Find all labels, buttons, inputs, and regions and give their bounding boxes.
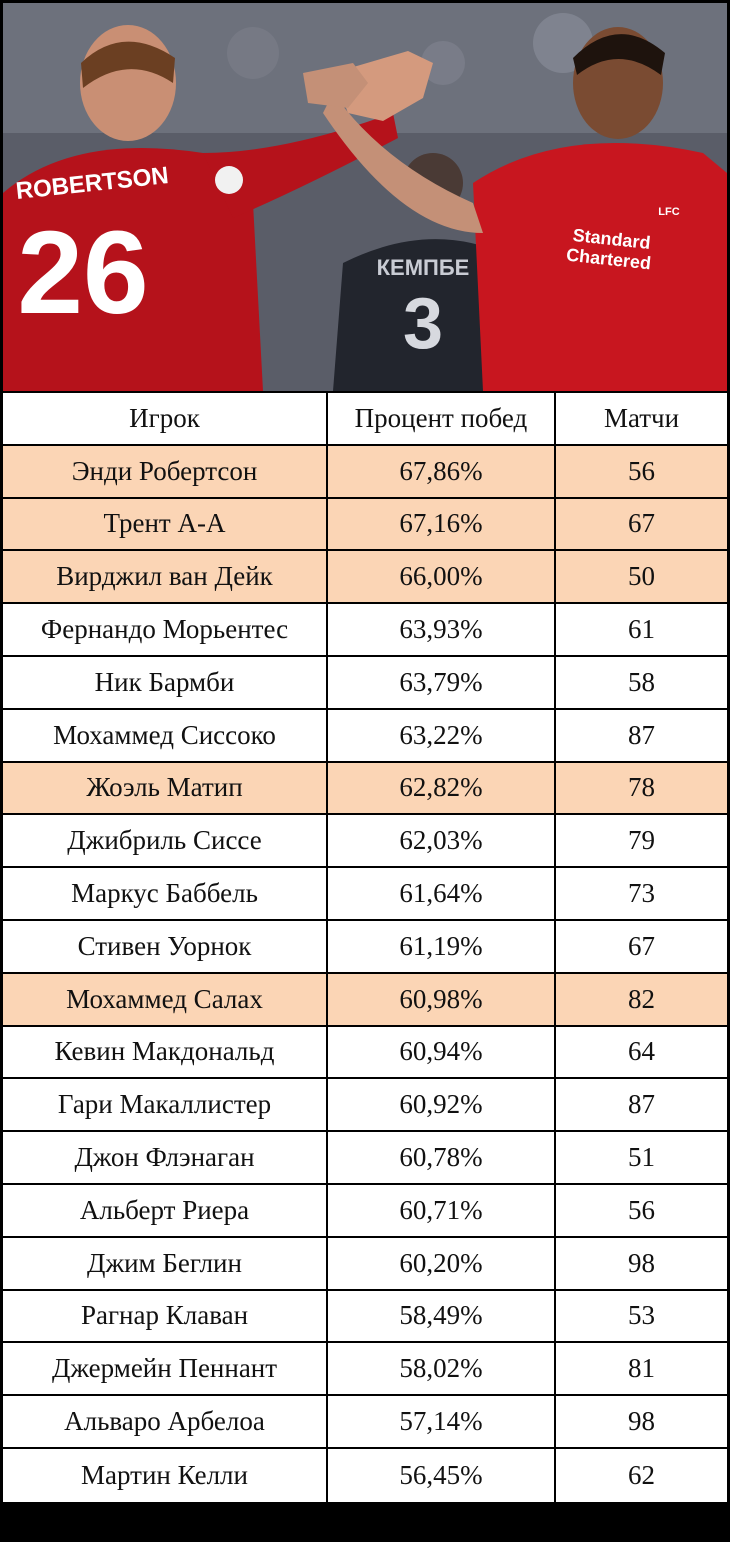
table-row: Мартин Келли 56,45% 62 — [3, 1448, 727, 1502]
table-row: Джибриль Сиссе 62,03% 79 — [3, 815, 727, 869]
table-row: Рагнар Клаван 58,49% 53 — [3, 1290, 727, 1344]
win-percentage-cell: 57,14% — [328, 1396, 556, 1447]
win-percentage-cell: 58,49% — [328, 1290, 556, 1342]
win-percentage-cell: 63,79% — [328, 656, 556, 708]
matches-cell: 56 — [556, 1184, 727, 1236]
win-percentage-cell: 60,71% — [328, 1184, 556, 1236]
header-player: Игрок — [3, 393, 328, 444]
win-percentage-cell: 60,94% — [328, 1026, 556, 1078]
win-percentage-cell: 61,64% — [328, 868, 556, 919]
player-name-cell: Мохаммед Сиссоко — [3, 709, 328, 761]
background-player: КЕМПБЕ 3 — [333, 153, 523, 391]
matches-cell: 79 — [556, 815, 727, 867]
players-high-five-illustration: КЕМПБЕ 3 ROBERTSON 26 — [3, 3, 727, 391]
win-percentage-table: Игрок Процент побед Матчи Энди Робертсон… — [3, 393, 727, 1502]
player-name-cell: Трент А-А — [3, 498, 328, 550]
table-row: Трент А-А 67,16% 67 — [3, 498, 727, 552]
matches-cell: 78 — [556, 762, 727, 814]
player-name-cell: Рагнар Клаван — [3, 1290, 328, 1342]
win-percentage-cell: 61,19% — [328, 920, 556, 972]
table-row: Гари Макаллистер 60,92% 87 — [3, 1079, 727, 1133]
table-row: Мохаммед Сиссоко 63,22% 87 — [3, 709, 727, 763]
table-row: Вирджил ван Дейк 66,00% 50 — [3, 551, 727, 605]
matches-cell: 67 — [556, 498, 727, 550]
player-name-cell: Жоэль Матип — [3, 762, 328, 814]
matches-cell: 53 — [556, 1290, 727, 1342]
matches-cell: 82 — [556, 973, 727, 1025]
player-name-cell: Мохаммед Салах — [3, 973, 328, 1025]
club-crest: LFC — [658, 206, 679, 218]
header-matches: Матчи — [556, 393, 727, 444]
win-percentage-cell: 60,78% — [328, 1132, 556, 1183]
matches-cell: 73 — [556, 868, 727, 919]
matches-cell: 87 — [556, 709, 727, 761]
player-name-cell: Гари Макаллистер — [3, 1079, 328, 1131]
table-row: Джон Флэнаган 60,78% 51 — [3, 1132, 727, 1185]
table-row: Мохаммед Салах 60,98% 82 — [3, 973, 727, 1027]
matches-cell: 61 — [556, 604, 727, 655]
header-photo: КЕМПБЕ 3 ROBERTSON 26 — [3, 3, 727, 391]
table-row: Джим Беглин 60,20% 98 — [3, 1237, 727, 1291]
table-row: Жоэль Матип 62,82% 78 — [3, 762, 727, 816]
background-player-name: КЕМПБЕ — [377, 255, 470, 280]
table-row: Кевин Макдональд 60,94% 64 — [3, 1026, 727, 1080]
player-name-cell: Джон Флэнаган — [3, 1132, 328, 1183]
matches-cell: 87 — [556, 1079, 727, 1131]
right-player: Standard Chartered LFC — [303, 27, 727, 391]
win-percentage-cell: 60,92% — [328, 1079, 556, 1131]
player-name-cell: Кевин Макдональд — [3, 1026, 328, 1078]
matches-cell: 51 — [556, 1132, 727, 1183]
left-player: ROBERTSON 26 — [3, 25, 433, 391]
player-name-cell: Ник Бармби — [3, 656, 328, 708]
player-name-cell: Альберт Риера — [3, 1184, 328, 1236]
player-name-cell: Мартин Келли — [3, 1448, 328, 1502]
matches-cell: 67 — [556, 920, 727, 972]
player-name-cell: Джим Беглин — [3, 1237, 328, 1289]
table-row: Фернандо Морьентес 63,93% 61 — [3, 604, 727, 657]
table-row: Альберт Риера 60,71% 56 — [3, 1184, 727, 1238]
win-percentage-cell: 67,16% — [328, 498, 556, 550]
win-percentage-cell: 62,03% — [328, 815, 556, 867]
background-player-number: 3 — [403, 284, 443, 364]
matches-cell: 81 — [556, 1343, 727, 1395]
table-row: Стивен Уорнок 61,19% 67 — [3, 920, 727, 974]
left-player-number: 26 — [17, 207, 148, 339]
player-name-cell: Стивен Уорнок — [3, 920, 328, 972]
win-percentage-cell: 56,45% — [328, 1448, 556, 1502]
table-header-row: Игрок Процент побед Матчи — [3, 393, 727, 446]
matches-cell: 58 — [556, 656, 727, 708]
header-win-percentage: Процент побед — [328, 393, 556, 444]
matches-cell: 56 — [556, 445, 727, 497]
matches-cell: 98 — [556, 1396, 727, 1447]
matches-cell: 62 — [556, 1448, 727, 1502]
matches-cell: 50 — [556, 551, 727, 603]
win-percentage-cell: 63,22% — [328, 709, 556, 761]
win-percentage-cell: 60,20% — [328, 1237, 556, 1289]
player-name-cell: Фернандо Морьентес — [3, 604, 328, 655]
table-row: Энди Робертсон 67,86% 56 — [3, 445, 727, 499]
player-name-cell: Маркус Баббель — [3, 868, 328, 919]
win-percentage-cell: 62,82% — [328, 762, 556, 814]
win-percentage-cell: 67,86% — [328, 445, 556, 497]
win-percentage-cell: 63,93% — [328, 604, 556, 655]
win-percentage-cell: 66,00% — [328, 551, 556, 603]
table-row: Маркус Баббель 61,64% 73 — [3, 868, 727, 921]
table-row: Альваро Арбелоа 57,14% 98 — [3, 1396, 727, 1449]
player-name-cell: Вирджил ван Дейк — [3, 551, 328, 603]
player-name-cell: Джермейн Пеннант — [3, 1343, 328, 1395]
win-percentage-cell: 58,02% — [328, 1343, 556, 1395]
player-name-cell: Джибриль Сиссе — [3, 815, 328, 867]
table-row: Ник Бармби 63,79% 58 — [3, 656, 727, 710]
matches-cell: 98 — [556, 1237, 727, 1289]
win-percentage-cell: 60,98% — [328, 973, 556, 1025]
player-name-cell: Энди Робертсон — [3, 445, 328, 497]
player-name-cell: Альваро Арбелоа — [3, 1396, 328, 1447]
matches-cell: 64 — [556, 1026, 727, 1078]
table-row: Джермейн Пеннант 58,02% 81 — [3, 1343, 727, 1397]
